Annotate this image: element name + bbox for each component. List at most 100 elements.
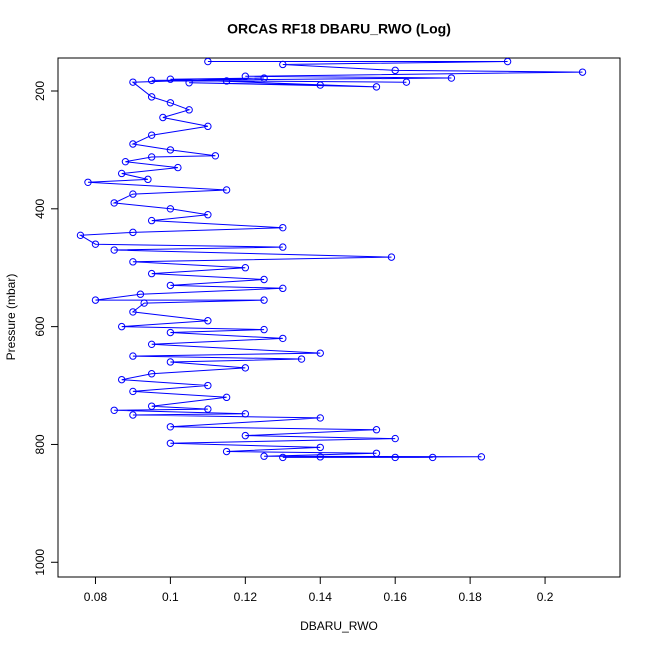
data-point xyxy=(117,169,126,178)
data-point xyxy=(477,453,486,461)
data-point xyxy=(174,163,182,172)
data-point xyxy=(166,439,175,447)
data-point xyxy=(391,434,399,443)
data-point xyxy=(147,370,156,378)
data-point xyxy=(129,258,137,266)
data-point xyxy=(110,406,118,414)
data-point xyxy=(204,211,212,219)
data-point xyxy=(117,322,126,331)
data-point xyxy=(260,296,268,304)
data-point xyxy=(316,349,324,357)
data-point xyxy=(279,243,287,251)
data-point xyxy=(204,405,212,413)
data-point xyxy=(316,443,324,452)
data-point xyxy=(144,175,152,184)
data-point xyxy=(241,410,250,418)
data-point xyxy=(211,152,220,160)
data-point xyxy=(147,269,156,278)
data-point xyxy=(166,423,175,431)
data-point xyxy=(129,140,137,148)
data-line xyxy=(78,61,583,458)
data-point xyxy=(279,60,287,69)
data-point xyxy=(129,387,137,396)
data-point xyxy=(129,352,137,360)
data-point xyxy=(372,83,381,91)
y-tick-label: 1000 xyxy=(33,549,47,576)
data-point xyxy=(222,186,231,194)
data-point xyxy=(84,178,92,187)
data-point xyxy=(129,228,137,237)
data-point xyxy=(222,77,231,85)
data-point xyxy=(110,199,118,207)
y-tick-label: 600 xyxy=(33,316,47,336)
y-tick-label: 800 xyxy=(33,434,47,454)
y-axis-label: Pressure (mbar) xyxy=(4,274,18,361)
x-tick-label: 0.18 xyxy=(458,590,482,604)
data-point xyxy=(260,74,268,82)
data-point xyxy=(147,131,156,139)
data-point xyxy=(391,66,399,75)
data-point xyxy=(204,381,212,390)
data-point xyxy=(159,113,167,122)
chart-title: ORCAS RF18 DBARU_RWO (Log) xyxy=(227,21,451,37)
data-point xyxy=(166,205,175,213)
x-tick-label: 0.14 xyxy=(309,590,333,604)
data-point xyxy=(241,364,250,372)
data-point xyxy=(316,414,324,422)
data-point xyxy=(279,334,287,343)
data-point xyxy=(185,79,193,87)
data-point xyxy=(447,74,456,82)
data-point xyxy=(121,157,130,166)
data-point xyxy=(147,76,156,85)
data-point xyxy=(136,290,145,298)
data-point xyxy=(279,284,287,293)
x-tick-label: 0.12 xyxy=(234,590,258,604)
data-point xyxy=(402,78,411,86)
data-point xyxy=(204,317,212,325)
data-point xyxy=(316,81,324,89)
data-point xyxy=(503,57,512,66)
data-point xyxy=(260,452,268,460)
data-point xyxy=(279,453,287,462)
x-tick-label: 0.2 xyxy=(537,590,554,604)
y-tick-label: 400 xyxy=(33,198,47,218)
data-point xyxy=(129,190,137,198)
data-point xyxy=(147,93,156,101)
y-tick-label: 200 xyxy=(33,81,47,101)
data-point xyxy=(372,426,381,434)
data-point xyxy=(147,153,156,161)
data-point xyxy=(204,122,212,131)
data-point xyxy=(166,281,175,290)
data-point xyxy=(166,75,175,83)
data-point xyxy=(260,275,268,284)
data-point xyxy=(166,328,175,337)
data-point xyxy=(578,68,587,76)
data-point xyxy=(222,447,231,456)
data-point xyxy=(372,449,381,457)
data-point xyxy=(241,264,250,272)
data-point xyxy=(166,99,175,107)
data-point xyxy=(391,453,399,462)
data-point xyxy=(166,358,175,366)
x-axis-label: DBARU_RWO xyxy=(300,619,378,633)
data-point xyxy=(241,431,250,440)
data-point xyxy=(297,355,306,363)
data-point xyxy=(76,231,85,240)
data-point xyxy=(129,308,137,316)
data-point xyxy=(185,106,193,114)
data-point xyxy=(222,393,231,402)
data-point xyxy=(316,453,324,461)
data-point xyxy=(428,453,437,462)
data-point xyxy=(204,57,212,66)
data-point xyxy=(91,240,100,248)
data-point xyxy=(279,223,287,232)
x-tick-label: 0.16 xyxy=(384,590,408,604)
data-point xyxy=(147,216,156,225)
data-point xyxy=(129,78,137,86)
data-point xyxy=(147,402,156,410)
data-point xyxy=(110,246,118,254)
data-point xyxy=(166,146,175,154)
data-point xyxy=(241,72,250,80)
x-tick-label: 0.08 xyxy=(84,590,108,604)
